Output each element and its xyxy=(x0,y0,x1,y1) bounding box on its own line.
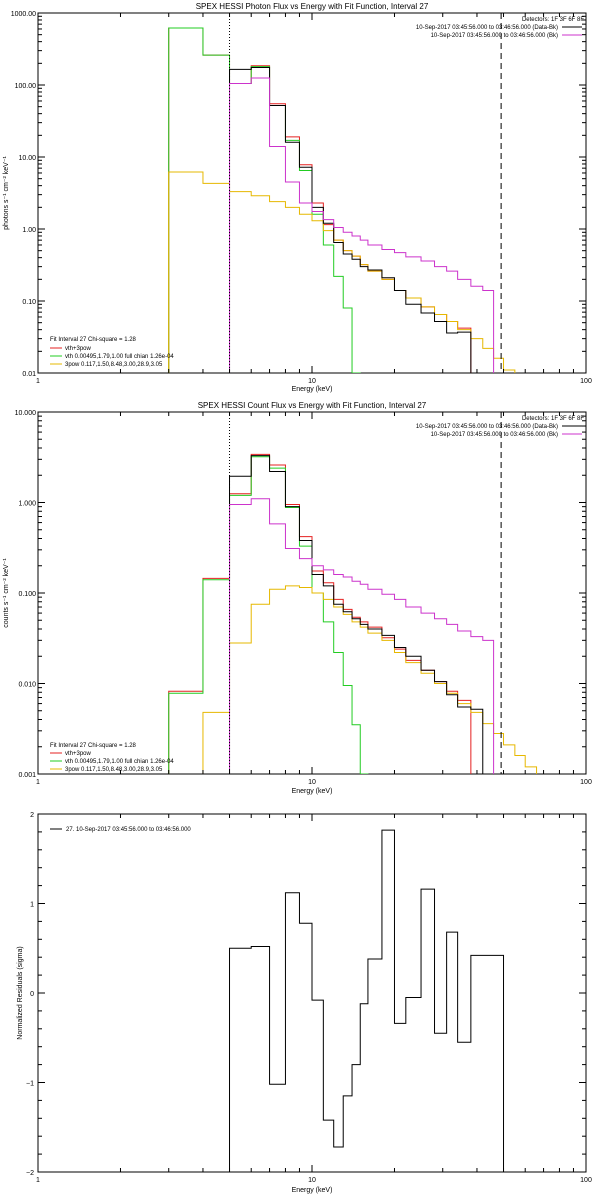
y-axis-label: counts s⁻¹ cm⁻² keV⁻¹ xyxy=(3,558,10,628)
header-text: 10-Sep-2017 03:45:56.000 to 03:46:56.000… xyxy=(431,432,558,438)
x-tick-label: 1 xyxy=(36,779,40,786)
y-tick-label: 0.010 xyxy=(18,682,36,689)
legend-entry: vth+3pow xyxy=(50,346,92,352)
plot-area xyxy=(229,829,505,1172)
series-data-bk xyxy=(229,67,472,373)
header-text: 10-Sep-2017 03:45:56.000 to 03:46:56.000… xyxy=(416,424,558,430)
plot-area xyxy=(168,13,516,373)
x-axis-label: Energy (keV) xyxy=(292,1187,333,1194)
legend-text: vth+3pow xyxy=(65,346,92,352)
x-tick-label: 1 xyxy=(36,378,40,385)
legend-entry: 3pow 0.117,1.50,8.48,3.00,28.9,3.05 xyxy=(50,767,163,773)
y-axis-label: photons s⁻¹ cm⁻² keV⁻¹ xyxy=(3,155,10,229)
x-tick-label: 100 xyxy=(580,779,592,786)
legend-text: vth 0.00495,1.79,1.00 full chian 1.26e-0… xyxy=(65,354,174,360)
y-tick-label: 1.000 xyxy=(18,501,36,508)
x-tick-label: 10 xyxy=(308,1177,316,1184)
series-vth xyxy=(168,456,369,774)
y-tick-label: −2 xyxy=(26,1170,34,1177)
y-tick-label: 1.00 xyxy=(22,227,36,234)
legend-entry: vth+3pow xyxy=(50,751,92,757)
series-vth xyxy=(168,27,361,373)
legend-fit-text: Fit Interval 27 Chi-square = 1.28 xyxy=(50,743,137,749)
header-entry: 10-Sep-2017 03:45:56.000 to 03:46:56.000… xyxy=(416,424,582,430)
series-bk xyxy=(229,77,495,373)
y-tick-label: 10.00 xyxy=(18,155,36,162)
photon-flux-panel: SPEX HESSI Photon Flux vs Energy with Fi… xyxy=(3,2,592,393)
legend-text: vth 0.00495,1.79,1.00 full chian 1.26e-0… xyxy=(65,759,174,765)
header-text: 10-Sep-2017 03:45:56.000 to 03:46:56.000… xyxy=(416,25,558,31)
legend-text: 3pow 0.117,1.50,8.48,3.00,28.9,3.05 xyxy=(65,362,163,368)
series-data-bk xyxy=(229,455,484,774)
series-vth-3pow xyxy=(168,453,472,774)
series-3pow xyxy=(202,585,538,774)
x-axis-label: Energy (keV) xyxy=(292,386,333,393)
count-flux-panel: SPEX HESSI Count Flux vs Energy with Fit… xyxy=(3,401,592,795)
y-tick-label: 2 xyxy=(30,812,34,819)
y-tick-label: 100.00 xyxy=(15,83,37,90)
legend-entry: vth 0.00495,1.79,1.00 full chian 1.26e-0… xyxy=(50,354,174,360)
y-tick-label: 1 xyxy=(30,902,34,909)
chart-title: SPEX HESSI Count Flux vs Energy with Fit… xyxy=(198,401,427,410)
series-3pow xyxy=(168,171,516,373)
x-tick-label: 10 xyxy=(308,779,316,786)
detectors-label: Detectors: 1F 3F 6F 8F xyxy=(522,416,584,422)
y-tick-label: 0.10 xyxy=(22,299,36,306)
x-tick-label: 1 xyxy=(36,1177,40,1184)
header-entry: 10-Sep-2017 03:45:56.000 to 03:46:56.000… xyxy=(431,33,582,39)
chart-title: SPEX HESSI Photon Flux vs Energy with Fi… xyxy=(196,2,429,11)
legend-text: 27. 10-Sep-2017 03:45:56.000 to 03:46:56… xyxy=(66,827,191,833)
series-bk xyxy=(229,498,495,774)
y-tick-label: 0 xyxy=(30,991,34,998)
y-axis-label: Normalized Residuals (sigma) xyxy=(17,946,24,1039)
y-tick-label: 0.01 xyxy=(22,371,36,378)
y-tick-label: 0.100 xyxy=(18,591,36,598)
legend-fit-text: Fit Interval 27 Chi-square = 1.28 xyxy=(50,337,137,343)
legend-entry: vth 0.00495,1.79,1.00 full chian 1.26e-0… xyxy=(50,759,174,765)
x-tick-label: 10 xyxy=(308,378,316,385)
x-tick-label: 100 xyxy=(580,1177,592,1184)
series-vth-3pow xyxy=(168,27,472,373)
header-entry: 10-Sep-2017 03:45:56.000 to 03:46:56.000… xyxy=(416,25,582,31)
y-tick-label: −1 xyxy=(26,1081,34,1088)
detectors-label: Detectors: 1F 3F 6F 8F xyxy=(522,17,584,23)
legend-text: 3pow 0.117,1.50,8.48,3.00,28.9,3.05 xyxy=(65,767,163,773)
header-text: 10-Sep-2017 03:45:56.000 to 03:46:56.000… xyxy=(431,33,558,39)
y-tick-label: 1000.00 xyxy=(11,11,36,18)
header-entry: 10-Sep-2017 03:45:56.000 to 03:46:56.000… xyxy=(431,432,582,438)
series-27-10-sep-2017-03-45-56-000-to-03-46-56-000 xyxy=(229,829,505,1172)
y-tick-label: 10.000 xyxy=(15,410,37,417)
y-tick-label: 0.001 xyxy=(18,772,36,779)
plot-area xyxy=(168,412,538,774)
legend-entry: 27. 10-Sep-2017 03:45:56.000 to 03:46:56… xyxy=(50,827,191,833)
x-axis-label: Energy (keV) xyxy=(292,788,333,795)
legend-text: vth+3pow xyxy=(65,751,92,757)
legend-entry: 3pow 0.117,1.50,8.48,3.00,28.9,3.05 xyxy=(50,362,163,368)
residuals-panel: Energy (keV) Normalized Residuals (sigma… xyxy=(17,812,592,1194)
x-tick-label: 100 xyxy=(580,378,592,385)
